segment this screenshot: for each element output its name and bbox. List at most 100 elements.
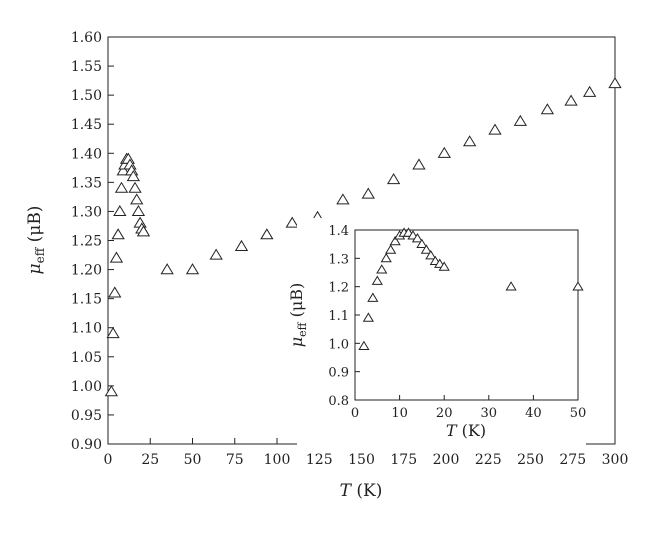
main-x-tick-label: 25 — [141, 452, 159, 468]
main-y-tick-label: 1.35 — [71, 175, 102, 191]
inset-y-tick-label: 0.9 — [328, 366, 349, 381]
main-data-point — [260, 228, 274, 240]
inset-x-tick-label: 40 — [525, 406, 542, 421]
main-data-point — [108, 286, 122, 298]
main-y-tick-label: 0.95 — [71, 408, 102, 424]
main-x-tick-label: 50 — [184, 452, 202, 468]
main-y-tick-label: 0.90 — [71, 437, 102, 453]
inset-data-point — [505, 281, 517, 291]
inset-data-point — [367, 292, 379, 302]
main-y-tick-label: 1.25 — [71, 234, 102, 250]
inset-data-point — [371, 275, 383, 285]
main-data-point — [116, 164, 130, 176]
main-x-tick-label: 225 — [475, 452, 502, 468]
main-data-point — [564, 94, 578, 106]
main-x-tick-label: 275 — [559, 452, 586, 468]
main-data-point — [114, 181, 129, 193]
inset-y-tick-label: 1.4 — [328, 224, 349, 239]
main-plot: 0 25 50 75 100 125 150 175 200 225 250 275 3000.900.… — [25, 30, 628, 501]
main-data-point — [608, 77, 622, 89]
main-data-point — [106, 327, 120, 339]
inset-y-axis-label-unit: (μB) — [287, 283, 306, 323]
inset-x-axis-label-var: T — [446, 421, 458, 440]
main-data-point — [109, 251, 124, 263]
main-data-point — [131, 204, 146, 217]
main-x-axis-label: T (K) — [340, 481, 383, 501]
main-y-tick-label: 1.55 — [71, 59, 102, 75]
inset-plot: 0 10 20 30 40 50 0.8 0.9 1.0 1.1 1.2 1.3 1.4 T (K) μ… — [287, 218, 586, 446]
inset-y-tick-label: 1.3 — [328, 252, 349, 267]
main-y-axis-label-sub: eff — [33, 246, 47, 263]
inset-data-point — [362, 312, 374, 322]
main-y-axis-label-var: μ — [25, 263, 45, 274]
inset-data-point — [385, 244, 397, 254]
inset-x-axis-label: T (K) — [446, 421, 486, 440]
main-data-point — [463, 135, 477, 147]
main-data-point — [582, 85, 597, 97]
main-data-point — [437, 146, 451, 158]
inset-data-point — [438, 261, 450, 271]
main-y-tick-label: 1.10 — [71, 321, 102, 337]
main-data-point — [104, 385, 119, 397]
main-data-point — [540, 103, 555, 115]
main-data-point — [126, 170, 141, 182]
main-x-tick-label: 0 — [104, 452, 113, 468]
main-data-point — [130, 193, 144, 205]
main-y-tick-label: 1.15 — [71, 292, 102, 308]
main-x-tick-label: 200 — [433, 452, 460, 468]
inset-data-point — [411, 233, 424, 243]
main-x-tick-label: 125 — [306, 452, 333, 468]
main-data-point — [386, 172, 401, 185]
inset-data-point — [376, 264, 388, 274]
main-data-point — [336, 193, 350, 205]
main-data-point — [136, 225, 151, 237]
main-data-point — [185, 263, 200, 275]
main-data-points — [104, 77, 622, 397]
main-y-axis-label: μeff (μB) — [25, 206, 47, 275]
inset-y-tick-label: 1.1 — [328, 309, 349, 324]
main-data-point — [160, 263, 174, 275]
inset-x-tick-label: 30 — [481, 406, 498, 421]
main-y-axis-label-unit: (μB) — [25, 206, 45, 248]
inset-data-point — [572, 281, 584, 291]
inset-y-axis-label-var: μ — [287, 337, 306, 347]
main-x-tick-label: 250 — [517, 452, 544, 468]
main-x-tick-label: 300 — [602, 452, 629, 468]
main-data-point — [209, 248, 223, 260]
inset-y-tick-label: 1.0 — [328, 337, 349, 352]
main-axis-ticks: 0 25 50 75 100 125 150 175 200 225 250 275 3000.900.… — [71, 30, 629, 468]
inset-y-tick-label: 0.8 — [328, 394, 349, 409]
main-y-tick-label: 1.45 — [71, 117, 102, 133]
main-data-point — [234, 239, 249, 251]
inset-data-point — [425, 250, 437, 260]
main-data-point — [113, 204, 127, 217]
inset-data-point — [416, 238, 428, 249]
main-data-point — [128, 181, 142, 193]
main-data-point — [111, 228, 125, 240]
main-x-tick-label: 150 — [348, 452, 375, 468]
main-data-point — [412, 158, 426, 170]
inset-x-tick-label: 20 — [436, 406, 453, 421]
inset-data-point — [380, 252, 392, 263]
inset-axis-ticks: 0 10 20 30 40 50 0.8 0.9 1.0 1.1 1.2 1.3 1.4 — [328, 224, 586, 421]
inset-data-points — [358, 227, 584, 351]
inset-data-point — [420, 244, 432, 254]
main-y-tick-label: 1.40 — [71, 146, 102, 162]
inset-y-tick-label: 1.2 — [328, 281, 349, 296]
inset-data-point — [358, 340, 370, 351]
main-x-tick-label: 75 — [226, 452, 244, 468]
main-data-point — [361, 187, 375, 199]
inset-x-tick-label: 10 — [391, 406, 408, 421]
inset-x-tick-label: 0 — [351, 406, 359, 421]
main-x-tick-label: 175 — [390, 452, 417, 468]
inset-background — [297, 218, 586, 446]
inset-y-axis-label-sub: eff — [296, 321, 309, 337]
inset-x-tick-label: 50 — [570, 406, 587, 421]
main-data-point — [488, 123, 502, 135]
main-y-tick-label: 1.50 — [71, 88, 102, 104]
main-y-tick-label: 1.30 — [71, 204, 102, 220]
main-data-point — [285, 216, 299, 228]
inset-data-point — [389, 235, 401, 246]
main-y-tick-label: 1.60 — [71, 30, 102, 46]
